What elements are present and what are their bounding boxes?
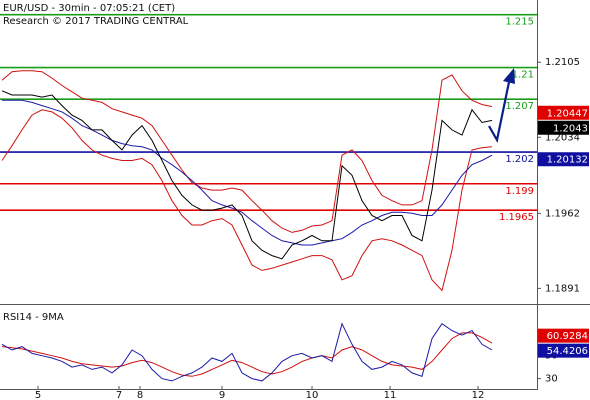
level-label: 1.202 [505,154,534,165]
price-marker-box [538,105,589,120]
price-marker-label: 1.20447 [547,108,588,119]
plot-layer: 1.215 1.21 1.207 1.202 1.199 1.1965 1.2105 1.20… [0,13,589,400]
level-label: 1.215 [505,17,534,28]
series-line [1,332,493,377]
x-tick-label: 12 [472,390,485,400]
y-tick-label: 1.1891 [545,283,580,294]
series-line [1,70,493,233]
price-marker-box [538,343,589,358]
price-marker-label: 60.9284 [547,331,588,342]
chart-title: EUR/USD - 30min - 07:05:21 (CET) [3,3,175,14]
level-label: 1.1965 [499,212,534,223]
series-line [1,109,493,292]
level-label: 1.199 [505,186,534,197]
arrow-path [488,81,511,144]
price-marker-label: 1.2043 [553,123,588,134]
arrow-head [503,68,515,84]
indicator-title: RSI14 - 9MA [3,312,64,323]
series-line [1,322,493,382]
x-tick-label: 11 [384,390,397,400]
x-tick-label: 9 [219,390,225,400]
price-marker-box [538,152,589,167]
x-tick-label: 10 [306,390,319,400]
x-tick-label: 8 [137,390,143,400]
price-marker-box [538,328,589,343]
projection-arrow [488,68,515,144]
level-label: 1.207 [505,101,534,112]
y-tick-label: 30 [545,374,558,385]
level-label: 1.21 [512,70,534,81]
price-marker-box [538,120,589,135]
series-line [2,99,493,246]
price-marker-label: 54.4206 [547,346,588,357]
price-marker-label: 1.20132 [547,155,588,166]
chart-subtitle: Research © 2017 TRADING CENTRAL [3,16,189,27]
y-tick-label: 1.2105 [545,57,580,68]
x-tick-label: 5 [35,390,41,400]
y-tick-label: 1.1962 [545,208,580,219]
x-tick-label: 7 [116,390,122,400]
y-tick-label: 1.2034 [545,132,580,143]
series-line [1,90,493,260]
